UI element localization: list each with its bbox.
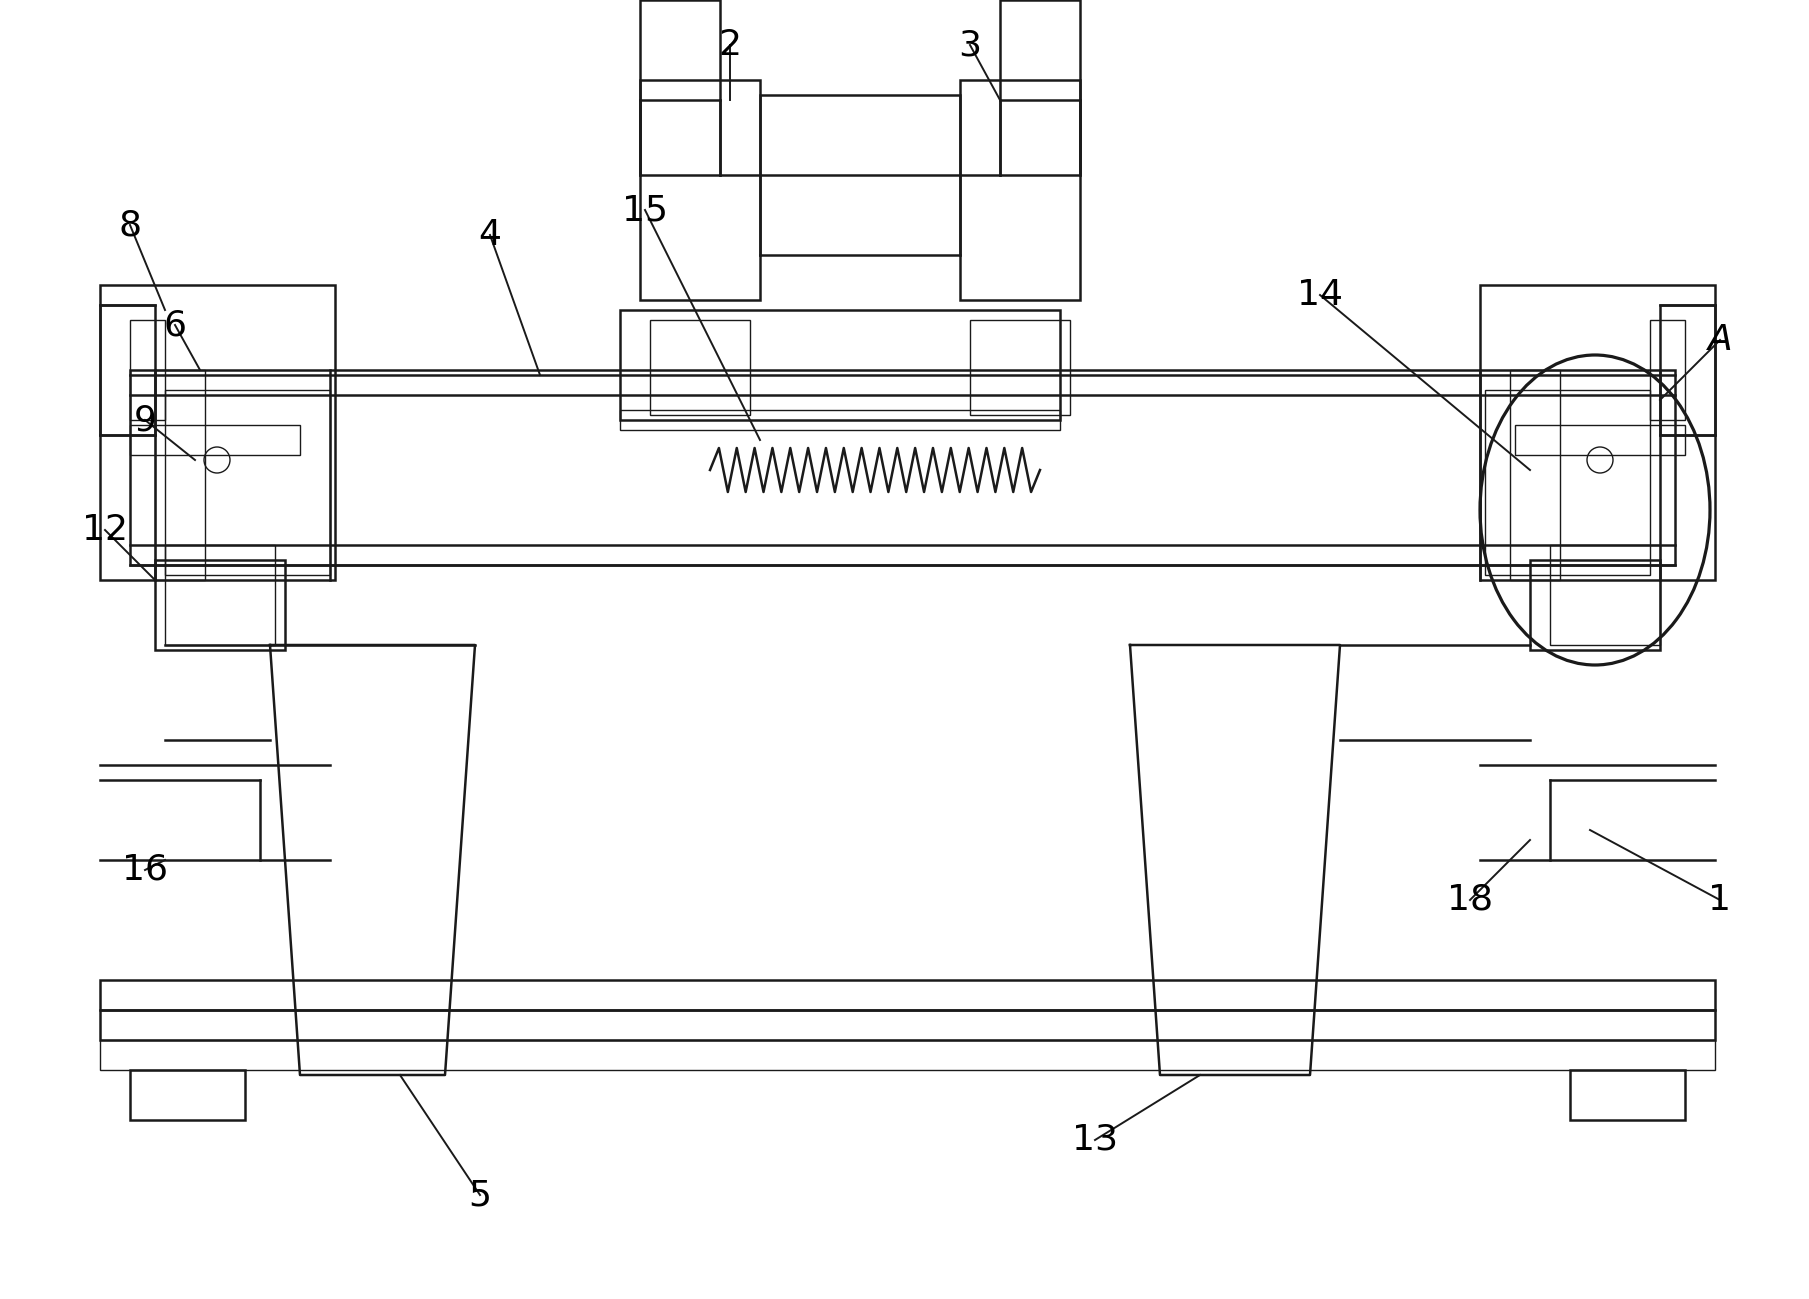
Bar <box>760 95 961 175</box>
Text: 18: 18 <box>1447 883 1492 917</box>
Text: 13: 13 <box>1073 1124 1118 1157</box>
Bar <box>165 390 329 575</box>
Text: A: A <box>1708 323 1733 357</box>
Text: 2: 2 <box>718 29 742 62</box>
Bar <box>1550 546 1661 646</box>
Bar <box>130 425 300 455</box>
Bar <box>156 560 286 650</box>
Polygon shape <box>1131 646 1340 1076</box>
Text: 16: 16 <box>121 853 168 887</box>
Bar <box>1480 284 1715 579</box>
Bar <box>99 1040 1715 1070</box>
Bar <box>99 305 156 435</box>
Bar <box>640 81 760 300</box>
Text: 15: 15 <box>622 194 668 227</box>
Bar <box>649 320 751 414</box>
Bar <box>130 1070 244 1120</box>
Text: 4: 4 <box>479 218 501 252</box>
Bar <box>620 410 1060 430</box>
Bar <box>640 0 720 175</box>
Bar <box>99 284 335 579</box>
Text: 1: 1 <box>1708 883 1731 917</box>
Text: 12: 12 <box>81 513 128 547</box>
Bar <box>156 370 204 579</box>
Bar <box>1511 370 1559 579</box>
Text: 14: 14 <box>1297 278 1342 312</box>
Bar <box>165 546 275 646</box>
Bar <box>99 979 1715 1011</box>
Text: 3: 3 <box>959 29 982 62</box>
Bar <box>1514 425 1684 455</box>
Bar <box>1485 390 1650 575</box>
Bar <box>1570 1070 1684 1120</box>
Text: 9: 9 <box>134 403 156 436</box>
Bar <box>961 81 1080 300</box>
Text: 8: 8 <box>118 208 141 242</box>
Bar <box>1530 560 1661 650</box>
Bar <box>1650 320 1684 420</box>
Bar <box>970 320 1069 414</box>
Bar <box>130 370 1675 565</box>
Bar <box>620 310 1060 420</box>
Bar <box>1000 0 1080 175</box>
Bar <box>99 1011 1715 1040</box>
Bar <box>1661 305 1715 435</box>
Text: 5: 5 <box>469 1178 492 1212</box>
Polygon shape <box>270 646 476 1076</box>
Text: 6: 6 <box>163 308 186 342</box>
Bar <box>130 320 165 420</box>
